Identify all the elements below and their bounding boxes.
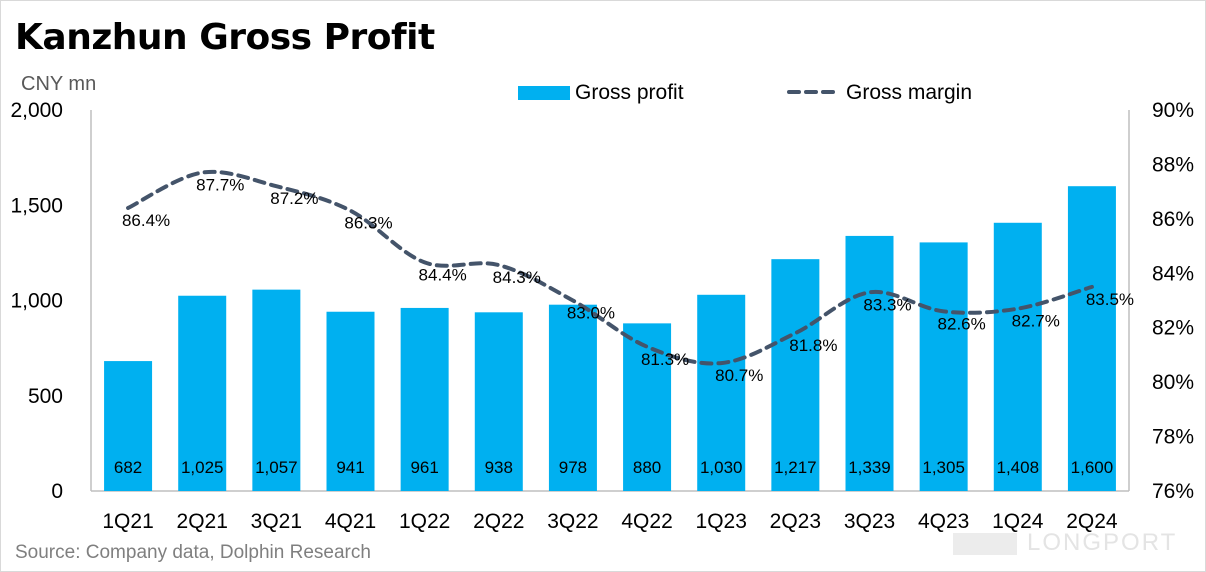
line-value-label: 83.3%	[863, 295, 911, 314]
left-axis-unit: CNY mn	[21, 73, 97, 95]
x-axis-tick-label: 1Q22	[399, 510, 450, 533]
chart-svg: 0 500 1,000 1,500 2,000 76% 78% 80% 82% 84% 86% 88%…	[10, 81, 1194, 533]
bar	[771, 259, 820, 491]
legend-label-gross-profit: Gross profit	[575, 81, 684, 104]
x-axis-tick-label: 4Q23	[918, 510, 969, 533]
bar	[697, 294, 746, 491]
bar	[845, 235, 894, 491]
right-axis-tick-label: 78%	[1152, 426, 1194, 449]
bar-value-label: 1,025	[181, 458, 224, 477]
bar	[252, 289, 301, 491]
line-value-label: 81.3%	[641, 350, 689, 369]
line-value-label: 82.7%	[1012, 312, 1060, 331]
line-value-label: 87.7%	[196, 176, 244, 195]
chart-title: Kanzhun Gross Profit	[15, 17, 435, 58]
left-axis-tick-label: 1,000	[10, 290, 63, 313]
gross-margin-line	[126, 169, 1094, 366]
bar	[548, 304, 597, 491]
right-axis-tick-label: 86%	[1152, 208, 1194, 231]
bar-value-label: 961	[410, 458, 438, 477]
bar-value-label: 1,339	[848, 458, 891, 477]
line-value-label: 86.3%	[344, 214, 392, 233]
longport-watermark: LONGPORT	[953, 529, 1177, 557]
bar-value-label: 978	[559, 458, 587, 477]
line-value-label: 80.7%	[715, 366, 763, 385]
bar	[919, 242, 968, 491]
line-value-label: 84.4%	[419, 265, 467, 284]
bar-value-label: 1,030	[700, 458, 743, 477]
legend-label-gross-margin: Gross margin	[846, 81, 972, 104]
line-value-label: 83.0%	[567, 304, 615, 323]
longport-logo-mark	[953, 533, 1017, 555]
right-axis-tick-label: 88%	[1152, 153, 1194, 176]
left-axis-tick-label: 0	[51, 480, 63, 503]
line-value-label: 83.5%	[1086, 290, 1134, 309]
bar-value-label: 880	[633, 458, 661, 477]
x-axis-tick-label: 4Q21	[325, 510, 376, 533]
line-value-label: 84.3%	[493, 268, 541, 287]
bar-value-label: 941	[336, 458, 364, 477]
bar	[326, 311, 375, 491]
x-axis-tick-label: 2Q24	[1066, 510, 1118, 533]
x-axis-tick-label: 1Q21	[102, 510, 153, 533]
right-axis-tick-label: 80%	[1152, 371, 1194, 394]
x-axis-tick-label: 3Q21	[251, 510, 302, 533]
bar-value-label: 1,408	[997, 458, 1040, 477]
bar-value-label: 1,217	[774, 458, 817, 477]
x-axis-tick-label: 4Q22	[621, 510, 672, 533]
line-value-label: 82.6%	[938, 314, 986, 333]
x-axis-tick-label: 2Q22	[473, 510, 524, 533]
x-axis-tick-label: 3Q23	[844, 510, 895, 533]
bar	[474, 312, 523, 491]
bar-value-label: 1,600	[1071, 458, 1114, 477]
bar	[993, 222, 1042, 491]
x-axis-tick-label: 1Q24	[992, 510, 1044, 533]
bar	[178, 295, 227, 491]
line-value-label: 86.4%	[122, 211, 170, 230]
bar-value-label: 938	[485, 458, 513, 477]
left-axis-tick-label: 500	[28, 385, 63, 408]
bar	[104, 361, 153, 491]
bar	[1067, 186, 1116, 491]
x-axis-tick-label: 1Q23	[696, 510, 747, 533]
source-note: Source: Company data, Dolphin Research	[15, 542, 371, 563]
legend-swatch-gross-profit	[518, 86, 570, 100]
line-value-label: 81.8%	[789, 336, 837, 355]
right-axis-tick-label: 90%	[1152, 99, 1194, 122]
left-axis-tick-label: 2,000	[10, 99, 63, 122]
left-axis-tick-label: 1,500	[10, 194, 63, 217]
longport-watermark-text: LONGPORT	[1027, 529, 1178, 556]
bar	[400, 307, 449, 491]
right-axis-tick-label: 82%	[1152, 317, 1194, 340]
right-axis-tick-label: 76%	[1152, 480, 1194, 503]
line-value-label: 87.2%	[270, 189, 318, 208]
x-axis-tick-label: 3Q22	[547, 510, 598, 533]
bar-value-label: 682	[114, 458, 142, 477]
x-axis-tick-label: 2Q21	[177, 510, 228, 533]
bar-value-label: 1,305	[922, 458, 965, 477]
bar-value-label: 1,057	[255, 458, 298, 477]
right-axis-tick-label: 84%	[1152, 262, 1194, 285]
x-axis-tick-label: 2Q23	[770, 510, 821, 533]
